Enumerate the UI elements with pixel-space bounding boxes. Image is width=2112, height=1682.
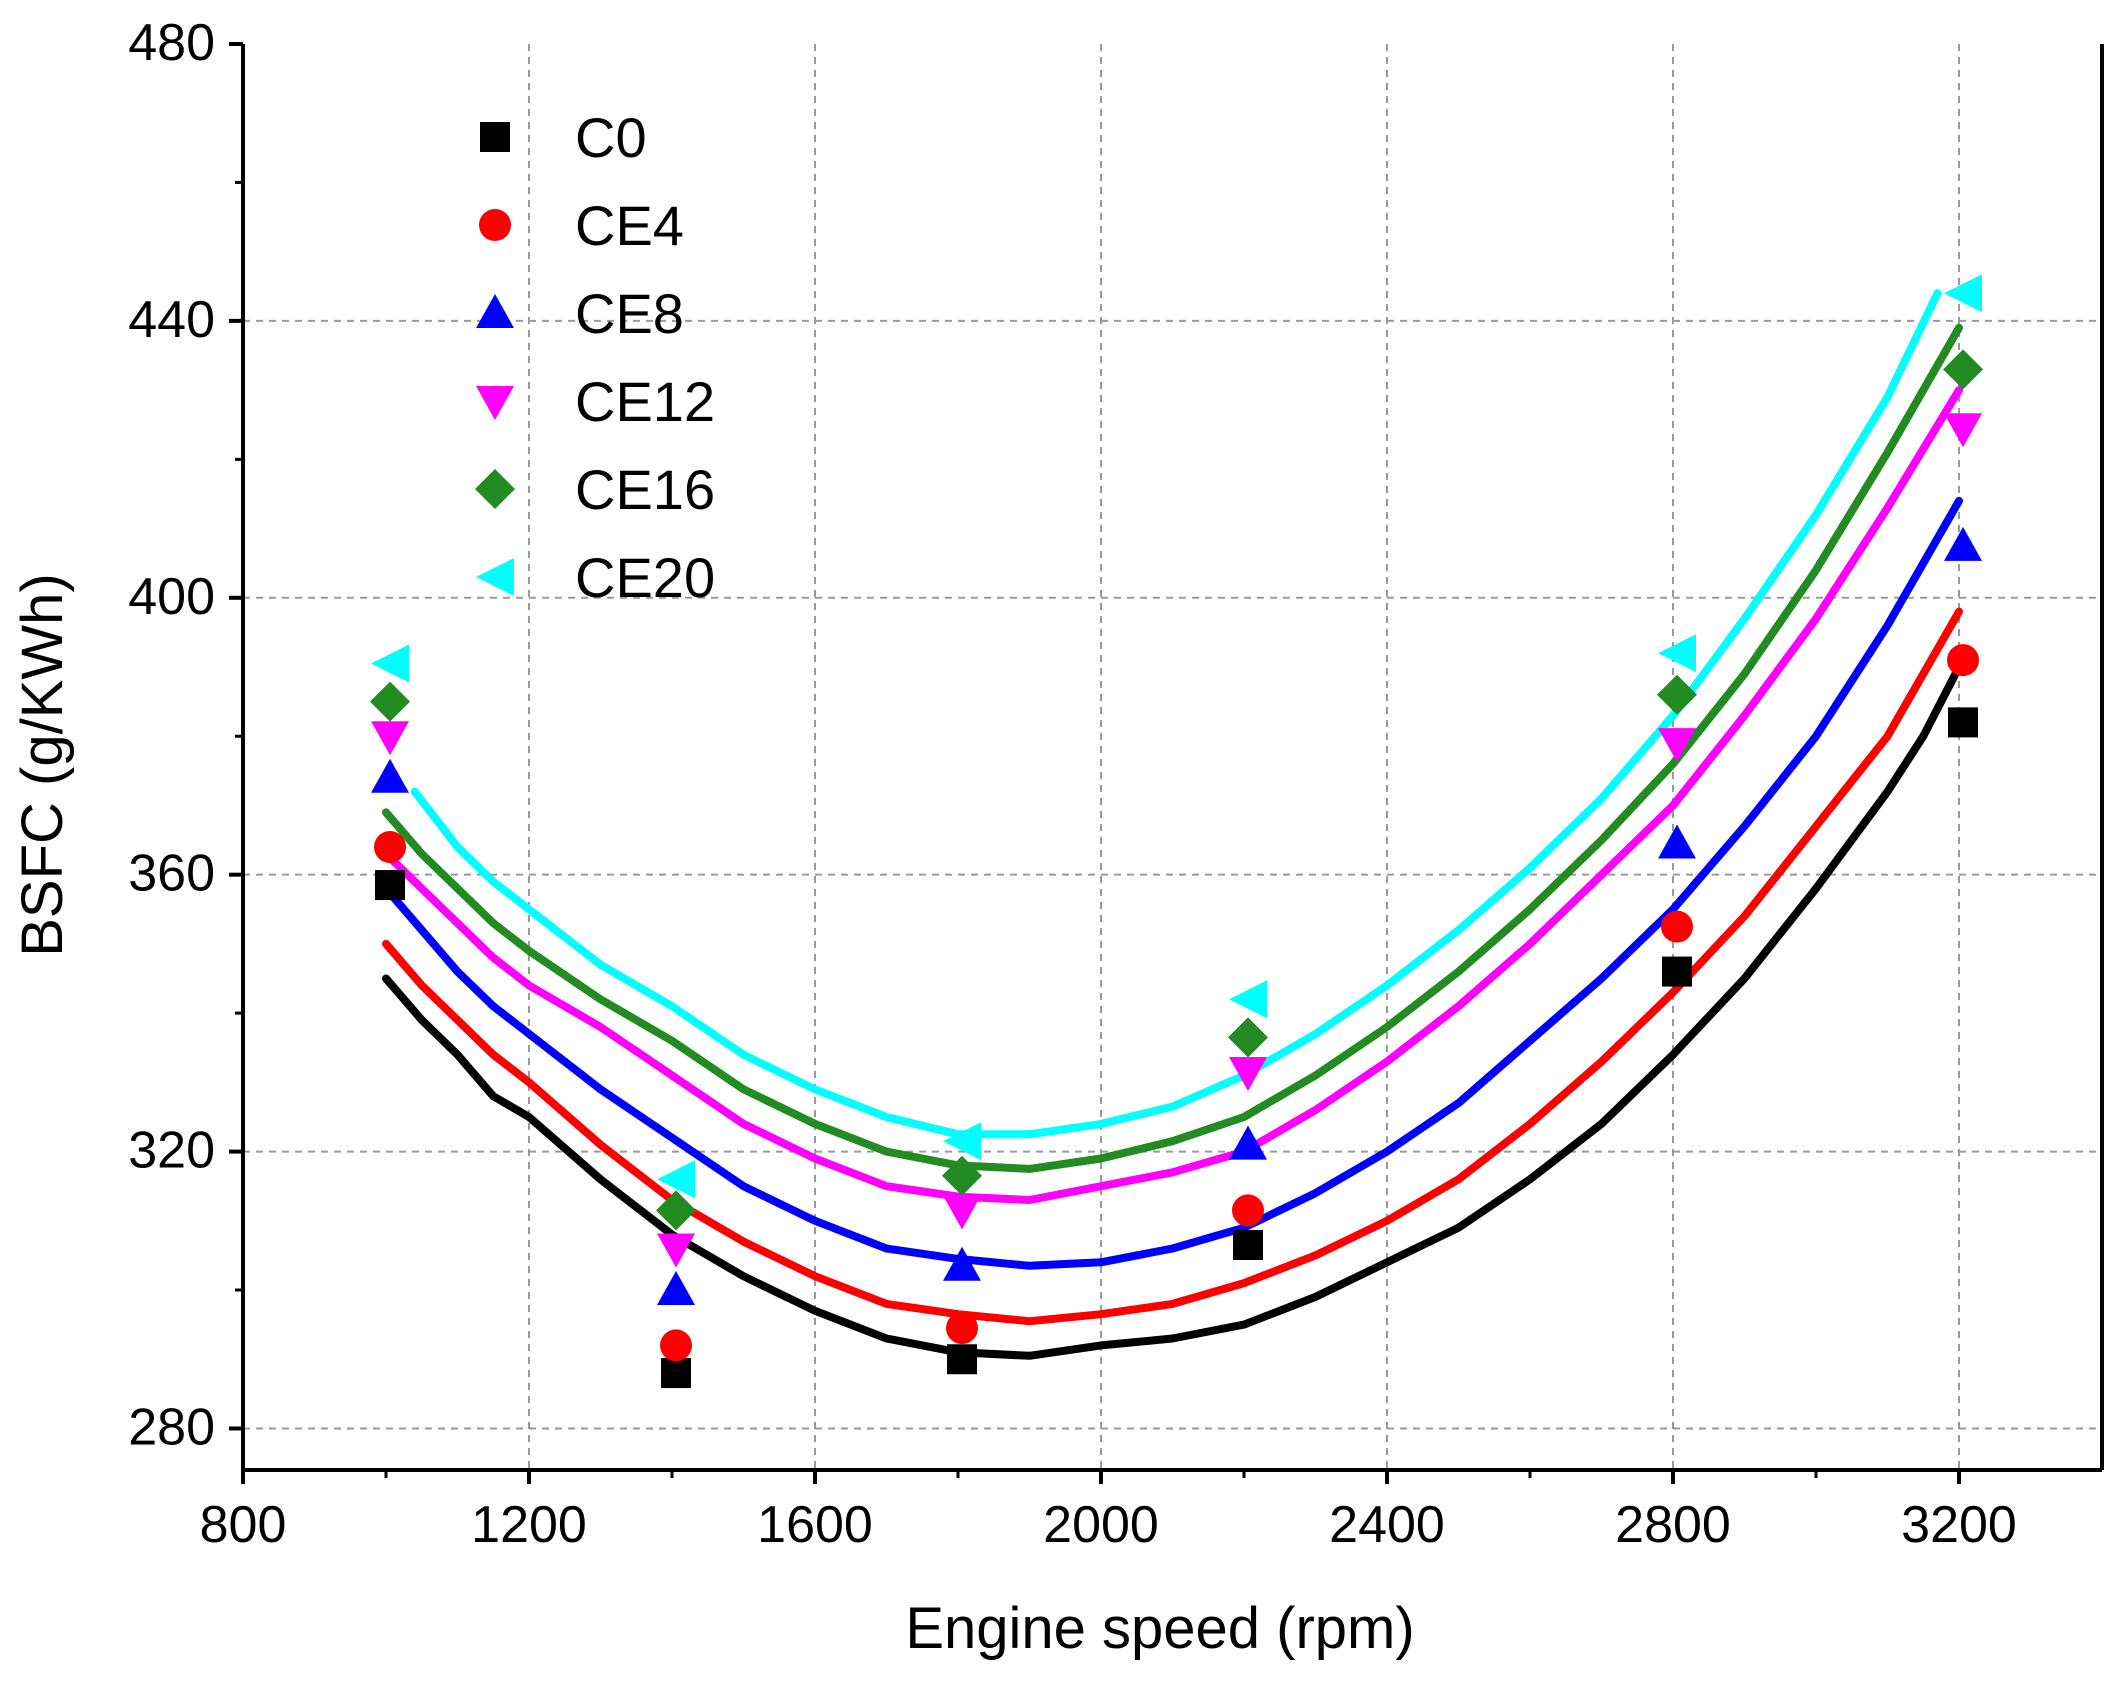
y-tick-label: 400 <box>128 568 215 626</box>
series-curve-ce8 <box>382 496 1963 1270</box>
data-point-ce4 <box>1661 910 1693 943</box>
data-point-ce8 <box>371 758 409 793</box>
data-point-ce20 <box>657 1160 695 1199</box>
axes: 800 1200 1600 2000 2400 2800 3200 280 320 360 400 4… <box>128 14 2104 1554</box>
series-curves <box>382 289 1963 1360</box>
data-point-c0 <box>1233 1230 1263 1261</box>
series-curve-c0 <box>382 663 1963 1360</box>
legend-marker-ce12 <box>476 386 514 420</box>
legend: C0 CE4 CE8 CE12 CE16 CE20 <box>475 106 715 609</box>
data-point-ce20 <box>1658 634 1696 673</box>
legend-label-ce4: CE4 <box>575 194 684 257</box>
x-tick-label: 2400 <box>1329 1496 1445 1554</box>
data-point-ce20 <box>943 1122 981 1161</box>
x-tick-label: 1200 <box>471 1496 587 1554</box>
legend-marker-ce4 <box>479 209 511 241</box>
data-point-c0 <box>375 870 405 901</box>
legend-marker-c0 <box>480 122 510 152</box>
data-point-c0 <box>661 1358 691 1389</box>
legend-marker-ce16 <box>475 469 515 509</box>
data-point-ce4 <box>1232 1194 1264 1227</box>
series-markers <box>370 274 1983 1389</box>
data-point-ce8 <box>1658 824 1696 859</box>
y-axis-title: BSFC (g/KWh) <box>10 573 75 957</box>
series-curve-ce12 <box>382 386 1963 1204</box>
data-point-ce8 <box>943 1246 981 1281</box>
data-point-ce8 <box>1944 526 1982 561</box>
data-point-ce20 <box>1229 980 1267 1019</box>
data-point-ce12 <box>371 721 409 756</box>
legend-label-ce8: CE8 <box>575 282 684 345</box>
data-point-c0 <box>947 1344 977 1375</box>
gridlines <box>243 44 2102 1470</box>
series-curve-ce16 <box>382 323 1963 1173</box>
x-tick-label: 800 <box>200 1496 287 1554</box>
x-tick-label: 1600 <box>757 1496 873 1554</box>
data-point-ce16 <box>1943 349 1983 390</box>
data-point-ce20 <box>1944 274 1982 313</box>
legend-label-ce20: CE20 <box>575 546 715 609</box>
legend-label-ce12: CE12 <box>575 370 715 433</box>
data-point-ce4 <box>946 1312 978 1345</box>
x-tick-label: 2800 <box>1615 1496 1731 1554</box>
y-tick-label: 320 <box>128 1122 215 1180</box>
x-tick-label: 2000 <box>1043 1496 1159 1554</box>
data-point-c0 <box>1948 707 1978 738</box>
data-point-ce12 <box>1658 728 1696 763</box>
data-point-ce16 <box>1657 674 1697 715</box>
data-point-ce16 <box>656 1190 696 1231</box>
data-point-ce12 <box>1944 413 1982 448</box>
legend-marker-ce8 <box>476 294 514 328</box>
data-point-ce16 <box>942 1155 982 1196</box>
data-point-c0 <box>1662 956 1692 987</box>
y-tick-label: 280 <box>128 1398 215 1456</box>
data-point-ce4 <box>1947 644 1979 677</box>
data-point-ce20 <box>371 644 409 683</box>
data-point-ce4 <box>660 1329 692 1362</box>
data-point-ce8 <box>1229 1125 1267 1160</box>
series-curve-ce4 <box>382 607 1963 1326</box>
y-tick-label: 360 <box>128 845 215 903</box>
data-point-ce12 <box>1229 1056 1267 1091</box>
legend-marker-ce20 <box>476 558 514 596</box>
x-axis-title: Engine speed (rpm) <box>905 1596 1414 1661</box>
data-point-ce4 <box>374 830 406 863</box>
data-point-ce12 <box>657 1233 695 1268</box>
data-point-ce16 <box>370 681 410 722</box>
legend-label-c0: C0 <box>575 106 647 169</box>
data-point-ce16 <box>1228 1017 1268 1058</box>
x-tick-label: 3200 <box>1901 1496 2017 1554</box>
data-point-ce12 <box>943 1195 981 1230</box>
y-tick-label: 440 <box>128 291 215 349</box>
y-tick-label: 480 <box>128 14 215 72</box>
legend-label-ce16: CE16 <box>575 458 715 521</box>
data-point-ce8 <box>657 1271 695 1306</box>
